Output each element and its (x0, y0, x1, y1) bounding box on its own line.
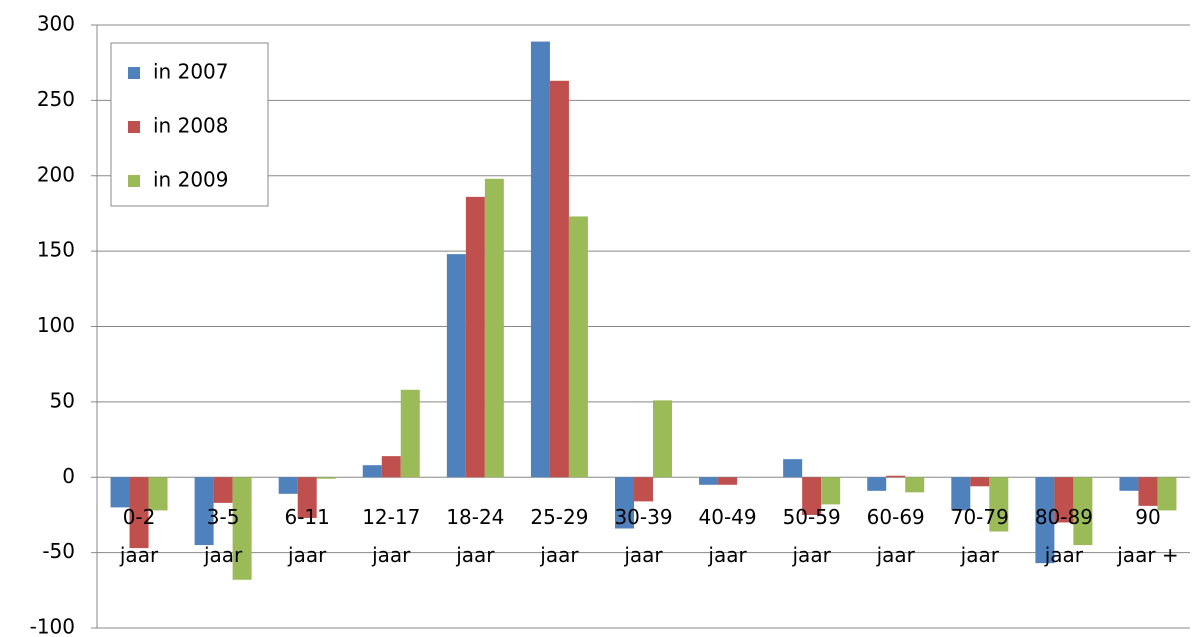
bar (446, 254, 466, 478)
bar (530, 41, 550, 478)
x-tick-label: 0-2 jaar (119, 505, 159, 567)
bar (549, 80, 569, 478)
y-tick-label: 250 (37, 87, 75, 111)
x-tick-label: 40-49 jaar (699, 505, 757, 567)
bar (989, 477, 1009, 532)
bar (615, 477, 634, 529)
bar (400, 389, 420, 478)
bar (362, 465, 382, 478)
legend-swatch (128, 67, 140, 79)
bar (970, 477, 990, 487)
bar (465, 196, 485, 478)
bar (484, 178, 504, 478)
y-tick-label: -100 (30, 615, 75, 637)
x-tick-label: 60-69 jaar (867, 505, 925, 567)
legend-label: in 2009 (153, 168, 229, 192)
bar (297, 477, 317, 518)
y-tick-label: 0 (62, 464, 75, 488)
bar (951, 477, 971, 511)
bar (1138, 477, 1158, 506)
bar (194, 477, 214, 546)
bar (634, 477, 653, 502)
bar (568, 216, 588, 478)
bar (802, 477, 822, 515)
bar (316, 477, 336, 479)
y-tick-label: -50 (42, 539, 75, 563)
bar (110, 477, 130, 508)
y-tick-label: 150 (37, 238, 75, 262)
legend-swatch (128, 175, 140, 187)
bar (148, 477, 168, 511)
bar (699, 477, 719, 485)
y-tick-label: 50 (50, 388, 75, 412)
legend-label: in 2007 (153, 60, 229, 84)
x-tick-label: 30-39 jaar (614, 505, 672, 567)
bar (1073, 477, 1093, 546)
legend-swatch (128, 121, 140, 133)
x-tick-label: 6-11 jaar (284, 505, 329, 567)
bar (783, 459, 803, 478)
y-tick-label: 300 (37, 12, 75, 36)
bar (278, 477, 298, 494)
bar (1054, 477, 1074, 523)
x-tick-label: 12-17 jaar (362, 505, 420, 567)
bar (1035, 477, 1055, 564)
bar (886, 475, 906, 478)
x-tick-label: 25-29 jaar (530, 505, 588, 567)
legend-label: in 2008 (153, 114, 229, 138)
bar (381, 456, 401, 478)
bar (821, 477, 841, 505)
y-tick-label: 100 (37, 313, 75, 337)
bar (867, 477, 887, 491)
bar (213, 477, 233, 503)
x-tick-label: 80-89 jaar (1035, 505, 1093, 567)
x-tick-label: 90 jaar + (1116, 505, 1178, 567)
x-tick-label: 3-5 jaar (203, 505, 243, 567)
bar (653, 400, 672, 478)
bar (232, 477, 252, 580)
x-tick-label: 50-59 jaar (783, 505, 841, 567)
bar (718, 477, 738, 485)
bar (905, 477, 925, 493)
bar (1157, 477, 1177, 511)
x-tick-label: 70-79 jaar (951, 505, 1009, 567)
x-tick-label: 18-24 jaar (446, 505, 504, 567)
bar (1119, 477, 1139, 491)
bar (129, 477, 149, 549)
y-tick-label: 200 (37, 162, 75, 186)
